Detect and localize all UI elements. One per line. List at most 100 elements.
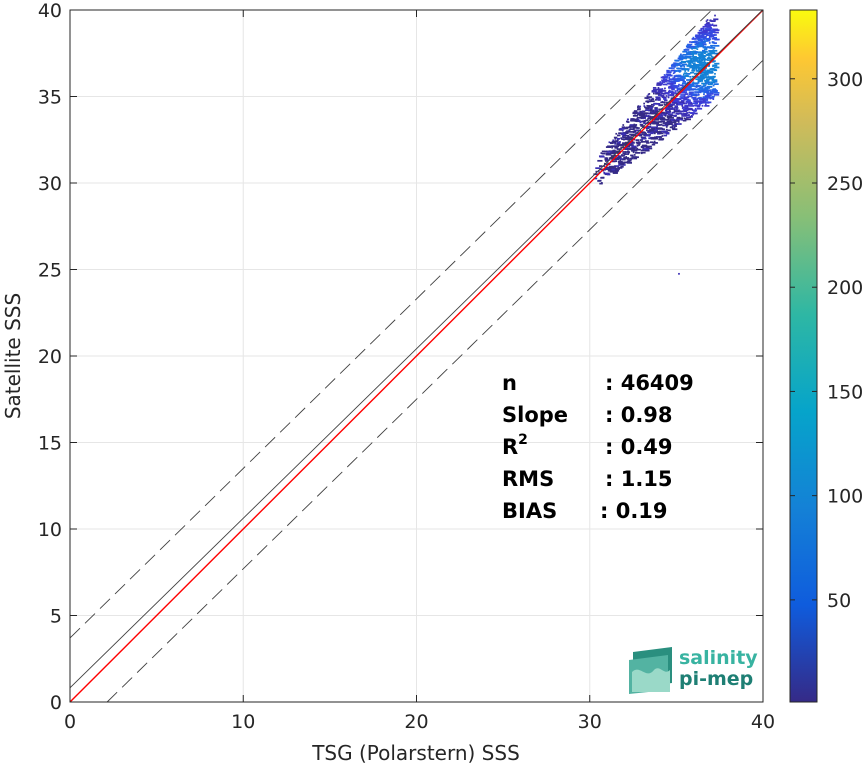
density-cell — [686, 79, 692, 81]
density-cell — [641, 144, 648, 147]
density-cell — [708, 42, 711, 44]
stat-value-rms: : 1.15 — [605, 467, 673, 491]
y-tick-label: 25 — [38, 260, 62, 282]
density-cell — [709, 50, 713, 52]
density-cell — [706, 85, 712, 88]
density-cell — [677, 57, 682, 60]
density-cell — [685, 88, 690, 91]
density-cell — [635, 124, 638, 126]
density-cell — [706, 22, 710, 24]
density-cell — [683, 106, 688, 109]
density-cell — [704, 103, 707, 106]
density-cell — [690, 71, 695, 74]
density-cell — [695, 36, 701, 39]
density-cell — [665, 118, 670, 121]
density-cell — [700, 28, 703, 30]
stat-value-bias: : 0.19 — [600, 499, 668, 523]
density-cell — [701, 53, 704, 56]
density-cell — [640, 145, 646, 148]
density-cell — [629, 128, 635, 131]
density-cell — [654, 118, 660, 121]
density-cell — [697, 79, 700, 82]
density-cell — [699, 41, 701, 44]
density-cell — [676, 108, 678, 111]
density-cell — [632, 131, 635, 134]
density-cell — [681, 107, 684, 110]
density-cell — [700, 87, 704, 90]
density-cell — [713, 69, 718, 72]
density-cell — [682, 80, 686, 83]
density-cell — [681, 102, 686, 105]
density-cell — [666, 69, 670, 72]
density-cell — [700, 55, 706, 57]
y-tick-label: 20 — [38, 346, 62, 368]
density-cell — [636, 142, 640, 145]
density-cell — [658, 121, 662, 123]
density-cell — [666, 76, 668, 79]
density-cell — [657, 99, 661, 101]
density-cell — [656, 102, 659, 105]
density-cell — [690, 112, 696, 114]
density-cell — [675, 123, 677, 126]
density-cell — [677, 121, 680, 123]
density-cell — [707, 70, 714, 73]
density-cell — [611, 167, 617, 170]
density-cell — [711, 23, 714, 26]
density-cell — [665, 110, 670, 113]
density-cell — [632, 151, 635, 154]
density-cell — [697, 81, 700, 84]
density-cell — [714, 72, 716, 75]
density-cell — [704, 28, 710, 30]
density-cell — [711, 79, 717, 82]
density-cell — [628, 159, 632, 162]
density-cell — [680, 62, 683, 65]
density-cell — [680, 84, 684, 87]
density-cell — [658, 138, 664, 141]
density-cell — [625, 134, 630, 137]
density-cell — [709, 34, 716, 36]
density-cell — [637, 105, 640, 107]
density-cell — [712, 88, 716, 90]
density-cell — [680, 79, 685, 82]
density-cell — [609, 169, 612, 171]
density-cell — [647, 140, 649, 142]
density-cell — [674, 100, 680, 102]
density-cell — [639, 105, 642, 108]
density-cell — [665, 73, 671, 76]
density-cell — [714, 92, 720, 94]
density-cell — [636, 147, 639, 150]
density-cell — [604, 158, 608, 161]
density-cell — [673, 107, 676, 109]
density-cell — [630, 148, 636, 151]
density-cell — [655, 98, 661, 100]
density-cell — [662, 76, 666, 78]
density-cell — [617, 167, 623, 169]
density-cell — [684, 114, 690, 117]
density-cell — [616, 156, 622, 159]
density-cell — [692, 36, 695, 39]
density-cell — [706, 59, 713, 61]
axis-ticks: 0 10 20 30 40 0 5 10 15 20 25 30 35 40 — [38, 0, 775, 733]
density-cell — [698, 29, 703, 32]
density-cell — [643, 105, 646, 107]
density-cell — [641, 137, 647, 140]
density-cell — [683, 77, 686, 79]
density-cell — [616, 148, 622, 150]
density-cell — [695, 78, 701, 81]
density-cell — [633, 110, 638, 112]
density-cell — [685, 100, 691, 103]
density-cell — [637, 141, 640, 143]
density-cell — [683, 96, 690, 99]
density-cell — [600, 182, 603, 184]
density-cell — [623, 156, 625, 159]
density-cell — [647, 117, 653, 120]
density-cell — [664, 115, 667, 117]
density-cell — [662, 77, 665, 79]
density-cell — [708, 96, 712, 99]
density-cell — [640, 136, 646, 139]
density-cell — [687, 101, 693, 104]
density-cell — [595, 170, 598, 173]
density-cell — [677, 117, 684, 119]
density-cell — [707, 69, 711, 72]
density-cell — [606, 173, 611, 176]
